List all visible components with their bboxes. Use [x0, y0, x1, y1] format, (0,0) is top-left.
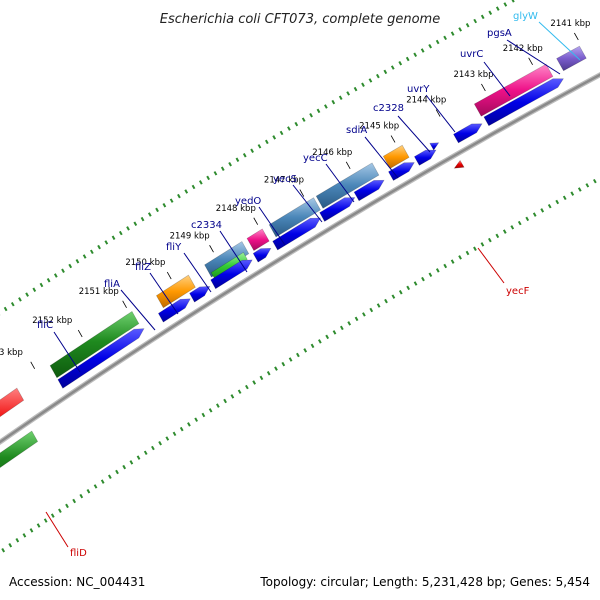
cds-arrow-3[interactable]: [413, 149, 437, 166]
cds-arrow-8[interactable]: [252, 247, 272, 263]
gene-label-pgsA[interactable]: pgsA: [487, 28, 512, 39]
leader-line: [364, 136, 399, 179]
tick-label: 2153 kbp: [0, 348, 23, 358]
gene-label-fliA[interactable]: fliA: [104, 279, 120, 290]
leader-line: [397, 115, 431, 153]
backbone-core: [0, 73, 600, 444]
cds-arrow-11[interactable]: [157, 298, 191, 323]
cds-arrow-7[interactable]: [272, 217, 322, 251]
cds-arrow-4[interactable]: [388, 162, 415, 181]
leader-line: [120, 289, 156, 331]
tick-label: 2145 kbp: [359, 122, 399, 132]
gene-label-fliC[interactable]: fliC: [37, 320, 53, 331]
leader-line: [325, 163, 355, 203]
tick-2: [528, 57, 533, 65]
gene-label-uvrC[interactable]: uvrC: [460, 49, 483, 60]
leader-line: [219, 230, 248, 273]
gene-block-pgsA[interactable]: [556, 45, 587, 72]
gene-block-fliA[interactable]: [155, 274, 196, 309]
gene-label-yecS[interactable]: yecS: [273, 174, 297, 185]
leader-line: [477, 247, 505, 284]
accession-text: Accession: NC_004431: [9, 575, 146, 589]
cds-arrow-9[interactable]: [210, 259, 253, 290]
tick-label: 2142 kbp: [503, 44, 543, 54]
tick-13: [30, 361, 36, 369]
leader-line: [258, 206, 286, 246]
topology-text: Topology: circular; Length: 5,231,428 bp…: [260, 575, 590, 589]
leader-line: [45, 511, 69, 548]
cds-arrow-small[interactable]: [429, 142, 440, 151]
gene-block-sdiA[interactable]: [382, 144, 410, 169]
gene-label-sdiA[interactable]: sdiA: [346, 125, 367, 136]
gene-label-yecF[interactable]: yecF: [506, 286, 530, 297]
cds-arrow-5[interactable]: [353, 179, 385, 202]
gc-dot-tracks: [0, 0, 597, 553]
tick-9: [209, 245, 214, 253]
tick-label: 2143 kbp: [453, 70, 493, 80]
cds-arrow-10[interactable]: [189, 286, 211, 303]
gene-label-glyW[interactable]: glyW: [513, 11, 538, 22]
cds-arrow-12[interactable]: [57, 328, 145, 389]
tick-1: [574, 32, 579, 41]
gene-label-yedO[interactable]: yedO: [235, 196, 261, 207]
tick-label: 2148 kbp: [216, 204, 256, 214]
outer-dot-track: [0, 0, 515, 316]
leader-line: [292, 184, 323, 223]
tick-label: 2144 kbp: [406, 96, 446, 106]
backbone: [0, 72, 600, 446]
gene-label-yecC[interactable]: yecC: [303, 153, 328, 164]
tick-label: 2151 kbp: [79, 287, 119, 297]
inner-dot-track: [1, 178, 597, 553]
gene-block-yecS[interactable]: [268, 197, 321, 238]
cds-arrow-2[interactable]: [453, 123, 483, 144]
tick-7: [299, 189, 305, 197]
leader-line: [149, 272, 179, 315]
tick-label: 2141 kbp: [550, 19, 590, 29]
tick-3: [481, 83, 486, 92]
gene-label-fliD[interactable]: fliD: [70, 548, 87, 559]
cds-arrow-6[interactable]: [319, 197, 356, 222]
gene-block-fliC[interactable]: [49, 310, 140, 379]
gene-block-uvrC[interactable]: [473, 63, 554, 117]
leader-line: [53, 331, 81, 373]
tick-label: 2146 kbp: [312, 148, 352, 158]
leader-line: [506, 39, 561, 75]
gene-label-c2334[interactable]: c2334: [191, 220, 222, 231]
tick-10: [166, 271, 172, 280]
tick-5: [390, 135, 396, 143]
tick-4: [435, 109, 441, 117]
gene-label-c2328[interactable]: c2328: [373, 103, 404, 114]
map-title: Escherichia coli CFT073, complete genome: [160, 12, 440, 27]
gene-block-fliD-inner[interactable]: [0, 430, 39, 489]
gene-label-fliY[interactable]: fliY: [166, 242, 182, 253]
tick-8: [253, 217, 259, 225]
tick-label: 2147 kbp: [264, 176, 304, 186]
gene-block-yecC[interactable]: [315, 162, 380, 209]
gene-label-uvrY[interactable]: uvrY: [407, 84, 430, 95]
gene-block-fliY[interactable]: [204, 241, 250, 278]
gene-label-fliZ[interactable]: fliZ: [135, 262, 151, 273]
feature-tracks: [0, 45, 587, 489]
tick-6: [345, 161, 351, 170]
tick-label: 2149 kbp: [170, 231, 210, 241]
gene-block-fliD[interactable]: [0, 387, 25, 458]
leader-line: [538, 21, 581, 61]
tick-label: 2150 kbp: [125, 258, 165, 268]
gene-block-yecF[interactable]: [453, 159, 465, 169]
tick-marks: 2141 kbp 2142 kbp 2143 kbp 2144 kbp 2145 kbp…: [0, 19, 590, 369]
tick-label: 2152 kbp: [32, 316, 72, 326]
leader-line: [425, 94, 456, 133]
gene-block-yedO[interactable]: [246, 228, 270, 252]
cds-arrow-1[interactable]: [483, 78, 564, 127]
leader-line: [183, 252, 212, 293]
tick-12: [77, 329, 83, 338]
tick-11: [122, 300, 127, 309]
leader-line: [483, 61, 511, 97]
